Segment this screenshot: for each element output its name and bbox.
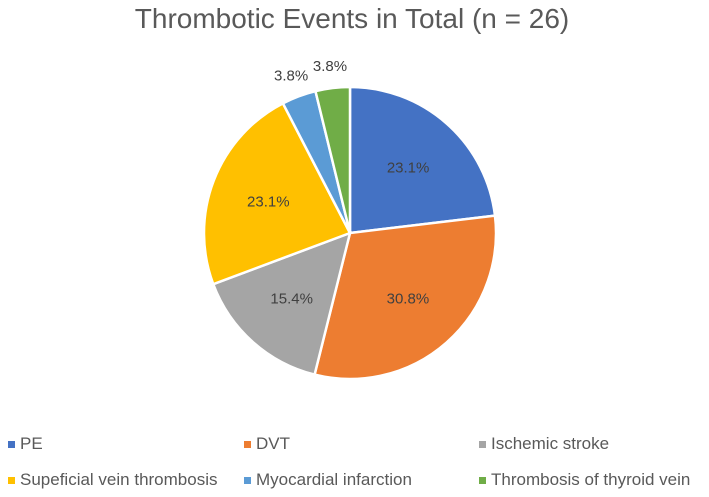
legend: PE DVT Ischemic stroke Supeficial vein thro… xyxy=(8,434,690,489)
legend-label: DVT xyxy=(256,434,290,453)
pie-slice-ischemic-stroke xyxy=(211,230,352,377)
legend-item-myocardial-infarction: Myocardial infarction xyxy=(244,470,412,489)
legend-label: Ischemic stroke xyxy=(491,434,609,453)
legend-label: PE xyxy=(20,434,43,453)
legend-swatch xyxy=(244,441,251,448)
legend-label: Thrombosis of thyroid vein xyxy=(491,470,690,489)
pie-slice-supeficial-vein-thrombosis xyxy=(202,101,352,286)
chart-title: Thrombotic Events in Total (n = 26) xyxy=(135,3,569,34)
data-label-supeficial-vein-thrombosis: 23.1% xyxy=(247,194,290,211)
legend-item-ischemic-stroke: Ischemic stroke xyxy=(479,434,609,453)
pie-slices xyxy=(202,85,498,381)
legend-item-supeficial-vein-thrombosis: Supeficial vein thrombosis xyxy=(8,470,217,489)
data-labels: 23.1% 30.8% 15.4% 23.1% 3.8% 3.8% xyxy=(247,58,429,308)
pie-slice-pe xyxy=(348,85,497,235)
legend-label: Supeficial vein thrombosis xyxy=(20,470,217,489)
data-label-pe: 23.1% xyxy=(387,160,430,177)
legend-swatch xyxy=(479,477,486,484)
data-label-myocardial-infarction: 3.8% xyxy=(274,68,308,85)
legend-swatch xyxy=(244,477,251,484)
legend-label: Myocardial infarction xyxy=(256,470,412,489)
pie-slice-dvt xyxy=(313,214,498,381)
data-label-thrombosis-of-thyroid-vein: 3.8% xyxy=(313,58,347,75)
pie-slice-thrombosis-of-thyroid-vein xyxy=(313,85,352,234)
legend-item-thrombosis-of-thyroid-vein: Thrombosis of thyroid vein xyxy=(479,470,690,489)
legend-swatch xyxy=(8,441,15,448)
data-label-ischemic-stroke: 15.4% xyxy=(270,290,313,307)
legend-swatch xyxy=(8,477,15,484)
data-label-dvt: 30.8% xyxy=(387,291,430,308)
legend-item-dvt: DVT xyxy=(244,434,290,453)
legend-swatch xyxy=(479,441,486,448)
legend-item-pe: PE xyxy=(8,434,43,453)
